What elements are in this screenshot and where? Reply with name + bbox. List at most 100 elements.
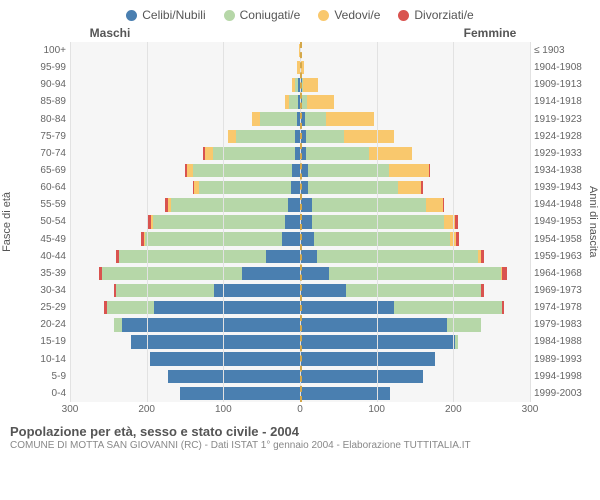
bar-segment — [242, 267, 300, 280]
birth-tick: 1974-1978 — [530, 299, 586, 316]
gridline — [377, 42, 378, 402]
bar-segment — [122, 318, 300, 331]
bar-row — [300, 265, 530, 282]
bar-segment — [300, 370, 423, 383]
age-tick: 20-24 — [14, 316, 70, 333]
bar-row — [300, 42, 530, 59]
legend-swatch — [126, 10, 137, 21]
bar-segment — [307, 95, 335, 108]
bar-row — [300, 59, 530, 76]
center-divider — [300, 42, 302, 402]
plot — [70, 42, 530, 402]
bar-row — [300, 385, 530, 402]
bar-row — [300, 213, 530, 230]
bar-row — [70, 111, 300, 128]
birth-tick: 1984-1988 — [530, 333, 586, 350]
bar-row — [70, 59, 300, 76]
birth-tick: 1989-1993 — [530, 351, 586, 368]
age-tick: 30-34 — [14, 282, 70, 299]
bar-segment — [443, 198, 445, 211]
bar-segment — [205, 147, 213, 160]
bar-segment — [145, 232, 281, 245]
bar-segment — [306, 130, 344, 143]
bar-segment — [288, 198, 300, 211]
bar-segment — [346, 284, 481, 297]
bar-segment — [150, 352, 300, 365]
bar-row — [300, 196, 530, 213]
chart-area: Fasce di età 100+95-9990-9485-8980-8475-… — [0, 42, 600, 402]
bar-segment — [394, 301, 503, 314]
birth-tick: 1939-1943 — [530, 179, 586, 196]
bar-row — [70, 179, 300, 196]
bar-segment — [213, 147, 296, 160]
bar-segment — [168, 370, 300, 383]
age-tick: 35-39 — [14, 265, 70, 282]
birth-tick: 1934-1938 — [530, 162, 586, 179]
legend-item: Divorziati/e — [398, 8, 473, 22]
bar-segment — [154, 301, 300, 314]
legend-swatch — [398, 10, 409, 21]
birth-labels: ≤ 19031904-19081909-19131914-19181919-19… — [530, 42, 586, 402]
age-tick: 100+ — [14, 42, 70, 59]
bar-segment — [481, 250, 484, 263]
bar-row — [300, 93, 530, 110]
bar-row — [70, 231, 300, 248]
bar-row — [70, 248, 300, 265]
bar-segment — [153, 215, 285, 228]
age-tick: 0-4 — [14, 385, 70, 402]
birth-tick: 1979-1983 — [530, 316, 586, 333]
bar-row — [70, 299, 300, 316]
bar-row — [70, 385, 300, 402]
gridline — [530, 42, 531, 402]
bar-segment — [300, 352, 435, 365]
legend-label: Celibi/Nubili — [142, 8, 205, 22]
bar-row — [70, 351, 300, 368]
bar-segment — [131, 335, 300, 348]
x-tick: 100 — [215, 404, 232, 415]
age-tick: 15-19 — [14, 333, 70, 350]
birth-tick: 1969-1973 — [530, 282, 586, 299]
age-tick: 5-9 — [14, 368, 70, 385]
age-tick: 60-64 — [14, 179, 70, 196]
bar-row — [70, 333, 300, 350]
bar-segment — [502, 267, 507, 280]
header-females: Femmine — [300, 26, 600, 40]
age-tick: 85-89 — [14, 93, 70, 110]
birth-tick: 1954-1958 — [530, 231, 586, 248]
bar-segment — [329, 267, 501, 280]
bar-segment — [171, 198, 288, 211]
bar-segment — [300, 250, 317, 263]
bar-segment — [398, 181, 421, 194]
bar-segment — [502, 301, 504, 314]
bar-row — [70, 265, 300, 282]
x-tick: 200 — [138, 404, 155, 415]
bar-segment — [300, 284, 346, 297]
bar-row — [70, 162, 300, 179]
x-tick: 100 — [368, 404, 385, 415]
birth-tick: 1924-1928 — [530, 128, 586, 145]
bar-row — [300, 248, 530, 265]
bar-segment — [291, 181, 300, 194]
bar-segment — [369, 147, 412, 160]
bar-segment — [292, 164, 300, 177]
gridline — [70, 42, 71, 402]
age-tick: 25-29 — [14, 299, 70, 316]
age-tick: 40-44 — [14, 248, 70, 265]
age-tick: 70-74 — [14, 145, 70, 162]
x-tick: 200 — [445, 404, 462, 415]
gridline — [223, 42, 224, 402]
bar-segment — [305, 112, 326, 125]
legend-item: Coniugati/e — [224, 8, 301, 22]
x-tick: 300 — [522, 404, 539, 415]
legend-label: Coniugati/e — [240, 8, 301, 22]
age-tick: 75-79 — [14, 128, 70, 145]
gridline — [453, 42, 454, 402]
bar-row — [300, 179, 530, 196]
header-males: Maschi — [0, 26, 300, 40]
bar-segment — [389, 164, 429, 177]
bar-row — [300, 145, 530, 162]
bar-segment — [300, 318, 447, 331]
bar-row — [70, 368, 300, 385]
bar-segment — [119, 250, 266, 263]
bar-segment — [282, 232, 300, 245]
